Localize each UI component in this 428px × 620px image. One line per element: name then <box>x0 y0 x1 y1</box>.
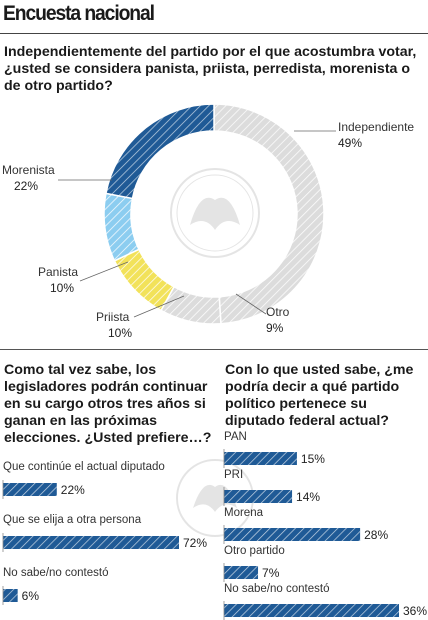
bar-value-que-continue-el-actual-diputado: 22% <box>61 483 85 497</box>
bar-hatch-otro-partido <box>224 566 259 579</box>
slice-value-otro: 9% <box>266 321 284 335</box>
slice-label-morenista: Morenista <box>2 163 55 177</box>
leader-line-panista <box>79 261 129 282</box>
bar-hatch-que-se-elija-a-otra-persona <box>3 536 179 549</box>
donut-chart <box>103 103 325 325</box>
bar-hatch-morena <box>224 528 361 541</box>
bar-label-que-se-elija-a-otra-persona: Que se elija a otra persona <box>3 514 142 526</box>
bar-label-otro-partido: Otro partido <box>224 545 285 557</box>
bar-chart-reelection: Que continúe el actual diputado 22% Que se… <box>2 461 207 605</box>
slice-hatch-independiente <box>214 104 324 324</box>
bar-value-no-sabe-no-contesto: 36% <box>403 604 427 618</box>
party-question: Con lo que usted sabe, ¿me podría decir … <box>225 362 414 429</box>
slice-label-independiente: Independiente <box>338 120 414 134</box>
bar-label-pan: PAN <box>224 431 247 443</box>
bar-label-no-sabe-no-contesto: No sabe/no contestó <box>3 567 109 579</box>
slice-hatch-priista <box>114 249 175 311</box>
header: Encuesta nacional <box>0 0 428 34</box>
bar-value-no-sabe-no-contesto: 6% <box>22 589 40 603</box>
page-title: Encuesta nacional <box>3 2 155 25</box>
slice-label-panista: Panista <box>38 265 78 279</box>
bar-label-morena: Morena <box>224 507 264 519</box>
bar-label-no-sabe-no-contesto: No sabe/no contestó <box>224 583 330 595</box>
bar-hatch-no-sabe-no-contesto <box>224 604 399 617</box>
slice-value-panista: 10% <box>50 281 74 295</box>
eagle-seal-watermark <box>170 168 260 537</box>
leader-line-priista <box>133 295 185 318</box>
donut-question: Independientemente del partido por el qu… <box>4 44 417 94</box>
bar-hatch-no-sabe-no-contesto <box>3 589 18 602</box>
slice-hatch-panista <box>103 193 139 261</box>
slice-value-priista: 10% <box>108 326 132 340</box>
bar-value-que-se-elija-a-otra-persona: 72% <box>183 536 207 550</box>
bar-hatch-pri <box>224 490 293 503</box>
bar-value-morena: 28% <box>364 528 388 542</box>
reelection-question: Como tal vez sabe, los legisladores podr… <box>4 362 212 446</box>
bar-value-pan: 15% <box>301 452 325 466</box>
slice-hatch-morenista <box>105 104 214 199</box>
bar-hatch-pan <box>224 452 297 465</box>
bar-label-pri: PRI <box>224 469 243 481</box>
slice-value-independiente: 49% <box>338 136 362 150</box>
bar-value-pri: 14% <box>296 490 320 504</box>
section-divider <box>0 349 428 350</box>
header-rule <box>0 33 428 34</box>
slice-hatch-otro <box>161 286 221 324</box>
bar-value-otro-partido: 7% <box>262 566 280 580</box>
slice-label-otro: Otro <box>266 305 290 319</box>
slice-label-priista: Priista <box>96 310 130 324</box>
donut-labels: Independiente 49% Morenista 22% Panista 10% Pr… <box>2 120 414 340</box>
leader-line-otro <box>235 293 267 315</box>
bar-chart-party: PAN 15% PRI 14% Morena 28% Otro partido 7% No sa… <box>223 431 427 620</box>
bar-hatch-que-continue-el-actual-diputado <box>3 483 57 496</box>
slice-value-morenista: 22% <box>14 179 38 193</box>
bar-label-que-continue-el-actual-diputado: Que continúe el actual diputado <box>3 461 165 473</box>
